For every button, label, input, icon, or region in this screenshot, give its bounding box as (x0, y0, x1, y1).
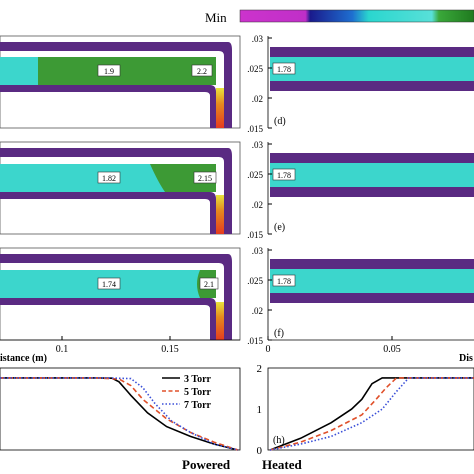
right-y-tick-labels: .03 .025 .02 .015 .03 .025 .02 .015 .03 .025 .02 .0… (247, 34, 272, 346)
right-x-tick-1: 0 (266, 344, 271, 355)
line-plot-left: 3 Torr 5 Torr 7 Torr (0, 367, 241, 451)
contour-panel-right-2: 1.78 (e) (267, 142, 474, 234)
plot-right-ytick-0: 0 (257, 445, 263, 457)
plot-left-series-7-torr (0, 377, 239, 451)
line-plot-right: 2 1 0 (h) (257, 363, 474, 457)
left-x-axis: 0.1 0.15 istance (m) (0, 336, 240, 364)
left-x-axis-title: istance (m) (0, 353, 47, 364)
contour-panel-left-2: 1.82 2.15 (0, 141, 241, 235)
label-right-2: 2.15 (198, 174, 212, 183)
panel-label-f: (f) (274, 328, 284, 339)
right-y-tick-p1-4: .015 (247, 124, 263, 134)
right-x-axis-title: Dis (459, 353, 473, 364)
right-y-tick-p2-1: .03 (252, 140, 264, 150)
right-value-label-1: 1.78 (277, 65, 291, 74)
right-y-tick-p2-2: .025 (247, 170, 263, 180)
contour-panel-left-3: 1.74 2.1 (0, 247, 241, 341)
plot-right-series-5-torr (269, 377, 474, 451)
panel-label-h: (h) (273, 435, 285, 446)
panel-label-d: (d) (274, 116, 286, 127)
plot-right-frame (267, 367, 474, 451)
right-y-tick-p3-3: .02 (252, 306, 263, 316)
right-y-tick-p1-3: .02 (252, 94, 263, 104)
plot-right-series-7-torr (269, 377, 474, 451)
panel-label-e: (e) (274, 222, 285, 233)
legend-label-5torr: 5 Torr (184, 387, 212, 398)
right-y-tick-p3-2: .025 (247, 276, 263, 286)
label-right-1: 2.2 (197, 67, 207, 76)
plot-left-series-3-torr (0, 377, 239, 451)
right-x-axis: 0 0.05 Dis (266, 336, 474, 364)
legend-label-3torr: 3 Torr (184, 374, 212, 385)
plot-right-ytick-1: 1 (257, 404, 263, 416)
label-left-1: 1.9 (104, 67, 114, 76)
label-right-3: 2.1 (204, 280, 214, 289)
colorbar (239, 9, 474, 23)
bottom-label-powered: Powered (182, 457, 231, 472)
contour-panel-right-3: 1.78 (f) (267, 248, 474, 340)
contour-panel-right-1: 1.78 (d) (267, 36, 474, 128)
plot-right-series-3-torr (269, 377, 474, 451)
right-y-tick-p1-1: .03 (252, 34, 264, 44)
plot-right-ytick-2: 2 (257, 363, 263, 375)
label-left-3: 1.74 (102, 280, 116, 289)
right-y-tick-p3-4: .015 (247, 336, 263, 346)
right-y-tick-p2-3: .02 (252, 200, 263, 210)
right-x-tick-2: 0.05 (383, 344, 401, 355)
right-y-tick-p2-4: .015 (247, 230, 263, 240)
label-left-2: 1.82 (102, 174, 116, 183)
right-value-label-3: 1.78 (277, 277, 291, 286)
left-x-tick-1: 0.1 (56, 344, 69, 355)
colorbar-min-label: Min (205, 10, 227, 25)
bottom-label-heated: Heated (262, 457, 302, 472)
contour-panel-left-1: 1.9 2.2 (0, 35, 241, 129)
right-y-tick-p3-1: .03 (252, 246, 264, 256)
plot-left-frame (0, 367, 241, 451)
left-x-tick-2: 0.15 (161, 344, 179, 355)
legend-label-7torr: 7 Torr (184, 400, 212, 411)
right-y-tick-p1-2: .025 (247, 64, 263, 74)
right-value-label-2: 1.78 (277, 171, 291, 180)
legend: 3 Torr 5 Torr 7 Torr (162, 374, 212, 411)
